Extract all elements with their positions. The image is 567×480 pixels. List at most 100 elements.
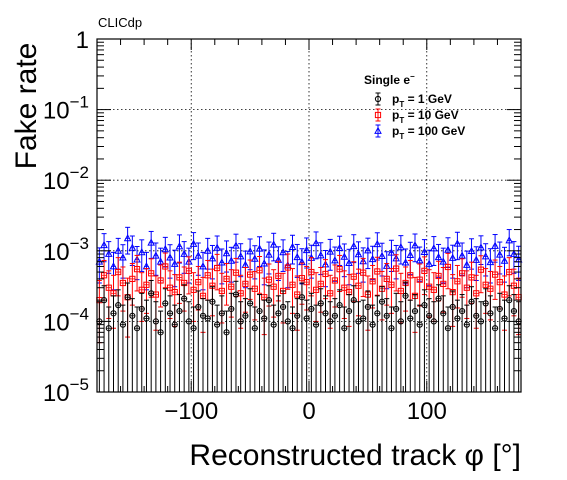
- point-marker: [440, 280, 447, 287]
- data-point: [369, 304, 376, 392]
- data-point: [354, 241, 363, 274]
- data-point: [388, 268, 395, 314]
- data-point: [326, 238, 335, 271]
- point-marker: [472, 255, 481, 263]
- data-point: [181, 284, 188, 392]
- point-marker: [397, 242, 405, 251]
- point-marker: [388, 325, 395, 332]
- data-point: [421, 289, 428, 392]
- legend-entry: pT = 100 GeV: [374, 124, 465, 141]
- data-point: [501, 299, 508, 392]
- point-marker: [440, 310, 447, 317]
- data-point: [487, 295, 494, 392]
- point-marker: [246, 247, 254, 255]
- data-point: [100, 285, 108, 392]
- point-marker: [279, 247, 287, 256]
- y-tick-label: 1: [76, 27, 89, 54]
- labels-layer: −100 0 100 1 10−1 10−2 10−3 10−4 10−5: [43, 27, 447, 425]
- data-point: [491, 259, 499, 300]
- y-tick-label: 10−1: [43, 93, 89, 125]
- x-tick-label: 100: [407, 398, 447, 425]
- data-point: [378, 242, 386, 277]
- point-marker: [322, 270, 329, 278]
- point-marker: [454, 278, 461, 285]
- point-marker: [115, 268, 122, 276]
- point-marker: [152, 251, 160, 259]
- point-marker: [345, 307, 353, 315]
- data-point: [336, 289, 343, 392]
- point-marker: [251, 325, 258, 332]
- point-marker: [312, 238, 320, 247]
- point-marker: [378, 251, 386, 260]
- data-point: [204, 299, 211, 392]
- point-marker: [468, 298, 475, 305]
- point-marker: [293, 252, 302, 261]
- point-marker: [303, 315, 310, 322]
- point-marker: [236, 252, 245, 260]
- point-marker: [327, 318, 334, 325]
- point-marker: [104, 249, 113, 257]
- point-marker: [123, 233, 132, 242]
- point-marker: [260, 259, 269, 267]
- point-marker: [411, 241, 419, 249]
- point-marker: [208, 254, 217, 262]
- point-marker: [407, 272, 414, 279]
- data-point: [378, 286, 386, 392]
- data-point: [302, 237, 311, 269]
- point-marker: [430, 318, 437, 325]
- point-marker: [477, 243, 485, 251]
- point-marker: [331, 277, 339, 284]
- data-point: [416, 304, 423, 392]
- point-marker: [199, 262, 207, 270]
- point-marker: [100, 272, 108, 279]
- point-marker: [463, 284, 470, 291]
- data-point: [147, 230, 156, 259]
- legend-title-main: Single e: [364, 73, 410, 87]
- point-marker: [350, 273, 357, 280]
- point-marker: [453, 239, 462, 247]
- data-point: [491, 306, 499, 392]
- data-point: [407, 299, 414, 392]
- point-marker: [105, 325, 112, 332]
- data-point: [190, 306, 197, 392]
- data-point: [294, 298, 301, 392]
- data-point: [312, 231, 320, 260]
- data-point: [123, 226, 132, 255]
- y-tick-label: 10−2: [43, 163, 89, 195]
- y-axis-title: Fake rate: [10, 43, 43, 170]
- data-point: [189, 232, 198, 261]
- legend-label: pT = 100 GeV: [392, 124, 465, 141]
- data-point: [373, 232, 382, 261]
- point-marker: [449, 303, 456, 311]
- point-marker: [393, 305, 400, 313]
- data-point: [430, 236, 438, 266]
- point-marker: [180, 249, 188, 257]
- data-point: [341, 306, 348, 392]
- point-marker: [468, 274, 475, 281]
- data-point: [397, 235, 405, 265]
- data-point: [459, 258, 466, 298]
- data-point: [449, 290, 456, 392]
- data-point: [105, 306, 112, 392]
- data-point: [463, 304, 470, 392]
- point-marker: [406, 250, 415, 258]
- point-marker: [393, 265, 400, 272]
- data-point: [275, 295, 282, 392]
- data-point: [440, 295, 447, 392]
- point-marker: [298, 275, 306, 282]
- point-marker: [420, 247, 429, 255]
- point-marker: [138, 286, 145, 293]
- point-marker: [336, 266, 343, 273]
- point-marker: [435, 272, 442, 280]
- data-point: [137, 239, 146, 272]
- point-marker: [397, 287, 404, 295]
- data-point: [279, 290, 287, 392]
- point-marker: [360, 269, 367, 276]
- point-marker: [426, 283, 433, 290]
- point-marker: [415, 256, 424, 264]
- data-point: [242, 298, 249, 392]
- point-marker: [228, 283, 235, 290]
- data-point: [496, 292, 503, 392]
- point-marker: [222, 248, 231, 257]
